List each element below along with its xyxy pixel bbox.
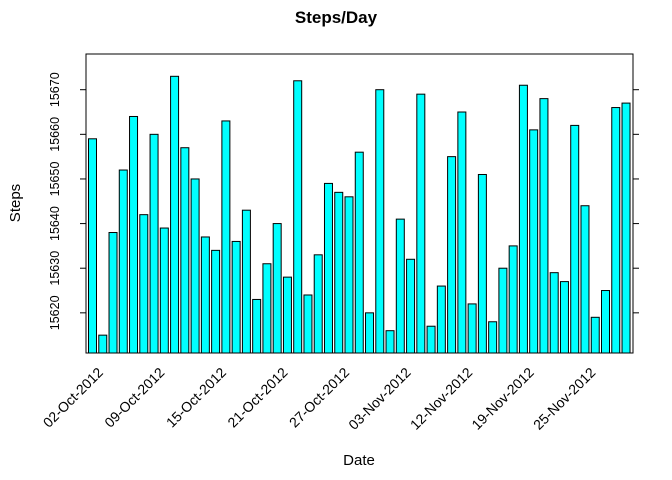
bar [539, 98, 549, 354]
bar [621, 102, 631, 354]
bar [180, 147, 190, 354]
bar [477, 173, 487, 354]
bar [365, 312, 375, 354]
bar [549, 272, 559, 354]
bar [200, 236, 210, 354]
y-axis-right [633, 89, 639, 314]
bar [303, 294, 313, 354]
bar [344, 196, 354, 354]
x-tick-label: 21-Oct-2012 [224, 364, 290, 430]
bar [488, 321, 498, 354]
y-tick-label: 15670 [48, 72, 62, 107]
y-tick-label: 15630 [48, 251, 62, 286]
bar [334, 191, 344, 354]
y-axis-left: 15620 15630 15640 15650 15660 15670 [48, 72, 86, 330]
bar [590, 316, 600, 354]
y-axis-label: Steps [7, 184, 24, 222]
bar [580, 205, 590, 354]
bar [467, 303, 477, 354]
bar [170, 75, 180, 354]
x-axis: 02-Oct-201209-Oct-201215-Oct-201221-Oct-… [40, 364, 599, 433]
y-tick-label: 15640 [48, 206, 62, 241]
x-tick-label: 15-Oct-2012 [163, 364, 229, 430]
bar [570, 124, 580, 354]
x-tick-label: 12-Nov-2012 [407, 364, 476, 433]
x-tick-label: 03-Nov-2012 [345, 364, 414, 433]
bar [231, 240, 241, 354]
bar [385, 330, 395, 354]
bar [447, 156, 457, 354]
bar [190, 178, 200, 354]
bar [406, 258, 416, 354]
y-tick-label: 15660 [48, 117, 62, 152]
bar [498, 267, 508, 354]
bar [282, 276, 292, 354]
x-tick-label: 25-Nov-2012 [530, 364, 599, 433]
chart-title: Steps/Day [295, 8, 378, 27]
bar [559, 281, 569, 354]
bar [375, 89, 385, 354]
bar [98, 334, 108, 354]
bar [149, 133, 159, 354]
bar [611, 107, 621, 354]
bar [129, 115, 139, 354]
bar [313, 254, 323, 354]
bar [529, 129, 539, 354]
bar [88, 138, 97, 354]
y-tick-label: 15650 [48, 162, 62, 197]
bars-group [88, 75, 631, 354]
bar [323, 182, 333, 354]
bar [416, 93, 426, 354]
bar [272, 223, 282, 354]
bar [221, 120, 231, 354]
bar [241, 209, 251, 354]
x-tick-label: 19-Nov-2012 [468, 364, 537, 433]
bar [139, 214, 149, 354]
y-tick-label: 15620 [48, 295, 62, 330]
bar [252, 298, 262, 354]
bar [518, 84, 528, 354]
x-tick-label: 27-Oct-2012 [286, 364, 352, 430]
x-tick-label: 09-Oct-2012 [101, 364, 167, 430]
plot-frame [85, 53, 634, 354]
bar [436, 285, 446, 354]
bar [457, 111, 467, 354]
x-axis-label: Date [343, 452, 375, 469]
bar [354, 151, 364, 354]
bar [601, 290, 610, 354]
bar [508, 245, 518, 354]
bar [395, 218, 405, 354]
bar [211, 249, 221, 354]
bar [159, 227, 169, 354]
bar [118, 169, 128, 354]
bar [262, 263, 272, 354]
bar [293, 80, 303, 354]
bar [426, 325, 436, 354]
x-tick-label: 02-Oct-2012 [40, 364, 106, 430]
bar [108, 232, 118, 354]
